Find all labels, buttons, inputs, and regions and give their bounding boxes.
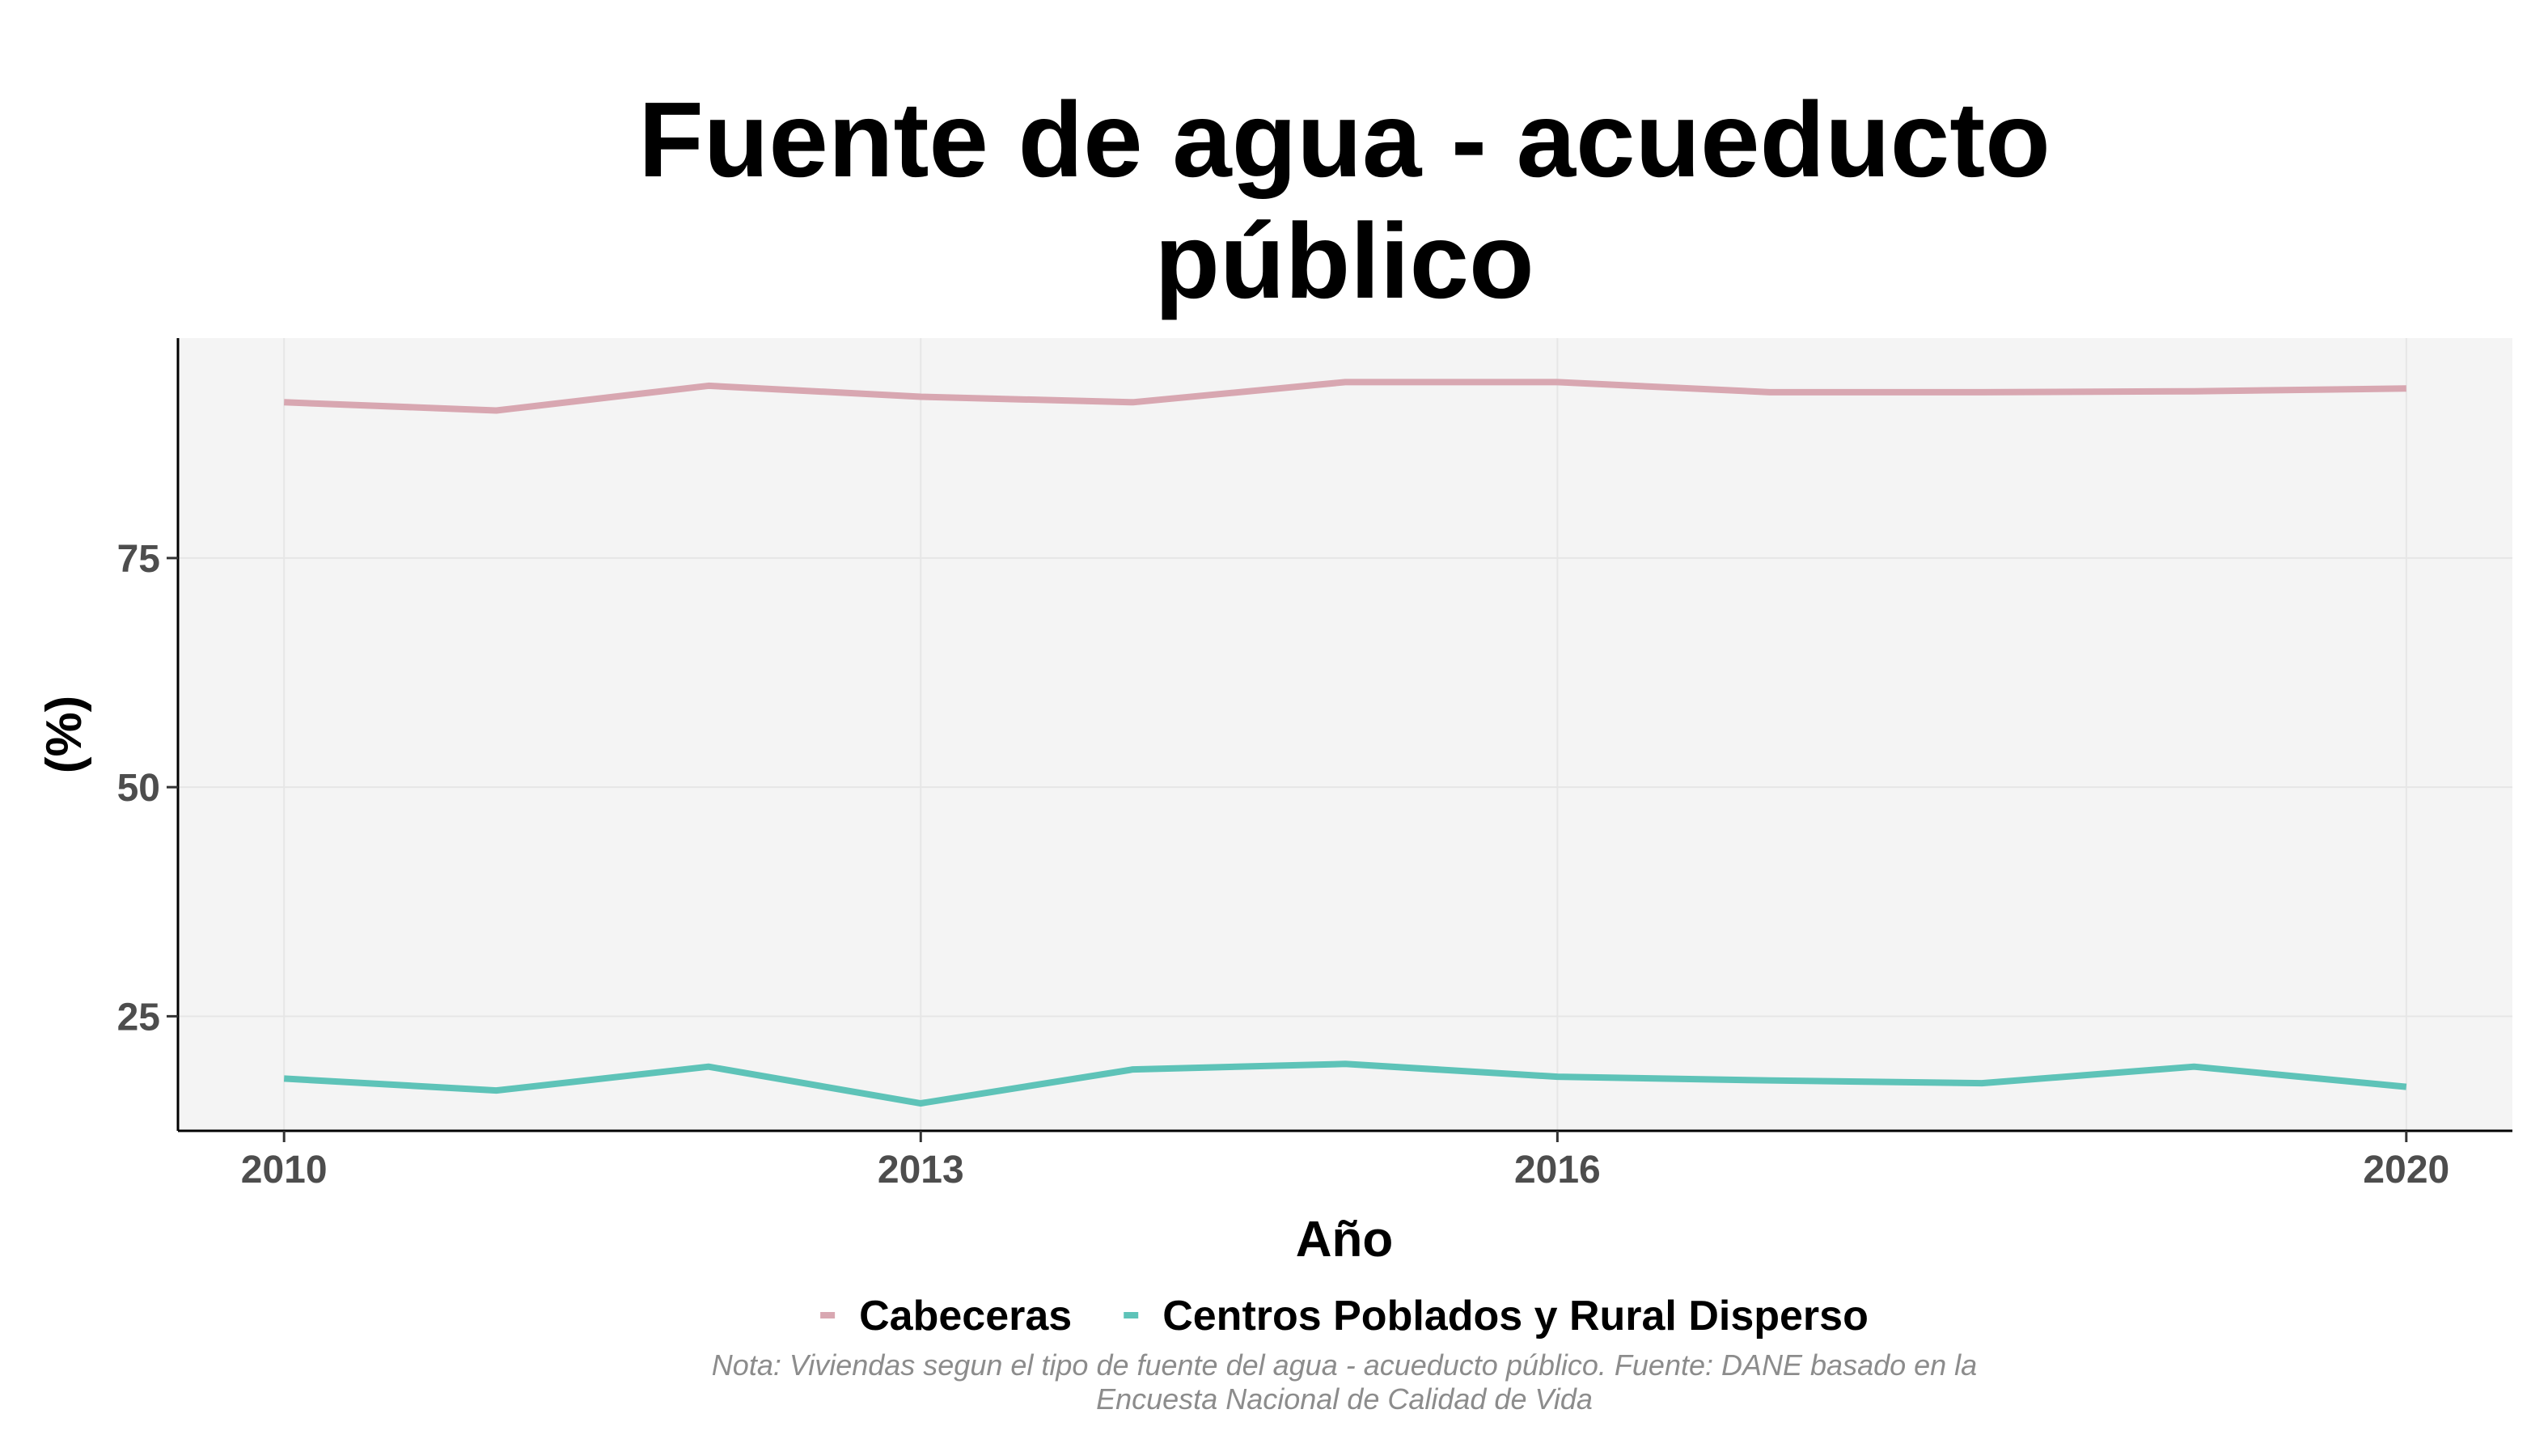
y-tick-label: 25 — [117, 996, 160, 1039]
legend-label: Cabeceras — [859, 1293, 1072, 1340]
x-tick-label: 2010 — [241, 1149, 328, 1191]
grid-lines — [178, 338, 2512, 1131]
axis-ticks: 25 50 75 2010 2013 2016 2020 — [117, 538, 2450, 1191]
chart-title-line-1: Fuente de agua - acueducto — [638, 80, 2051, 199]
x-tick-label: 2020 — [2363, 1149, 2449, 1191]
y-tick-label: 75 — [117, 538, 160, 581]
x-tick-label: 2016 — [1514, 1149, 1601, 1191]
y-axis-title: (%) — [36, 696, 92, 773]
series-line-1 — [283, 1060, 2407, 1107]
series-line-0 — [284, 379, 2406, 414]
y-tick-label: 50 — [117, 767, 160, 810]
legend-item: Cabeceras — [820, 1293, 1072, 1340]
plot-panel — [178, 338, 2512, 1131]
x-axis-title: Año — [1296, 1212, 1394, 1268]
chart-title-line-2: público — [1154, 201, 1534, 320]
caption-line-2: Encuesta Nacional de Calidad de Vida — [1096, 1382, 1593, 1416]
legend-label: Centros Poblados y Rural Disperso — [1162, 1293, 1869, 1340]
series-lines — [283, 379, 2407, 1107]
legend-item: Centros Poblados y Rural Disperso — [1124, 1293, 1869, 1340]
caption-line-1: Nota: Viviendas segun el tipo de fuente … — [712, 1348, 1977, 1382]
x-tick-label: 2013 — [878, 1149, 964, 1191]
legend: Cabeceras Centros Poblados y Rural Disper… — [820, 1293, 1869, 1340]
